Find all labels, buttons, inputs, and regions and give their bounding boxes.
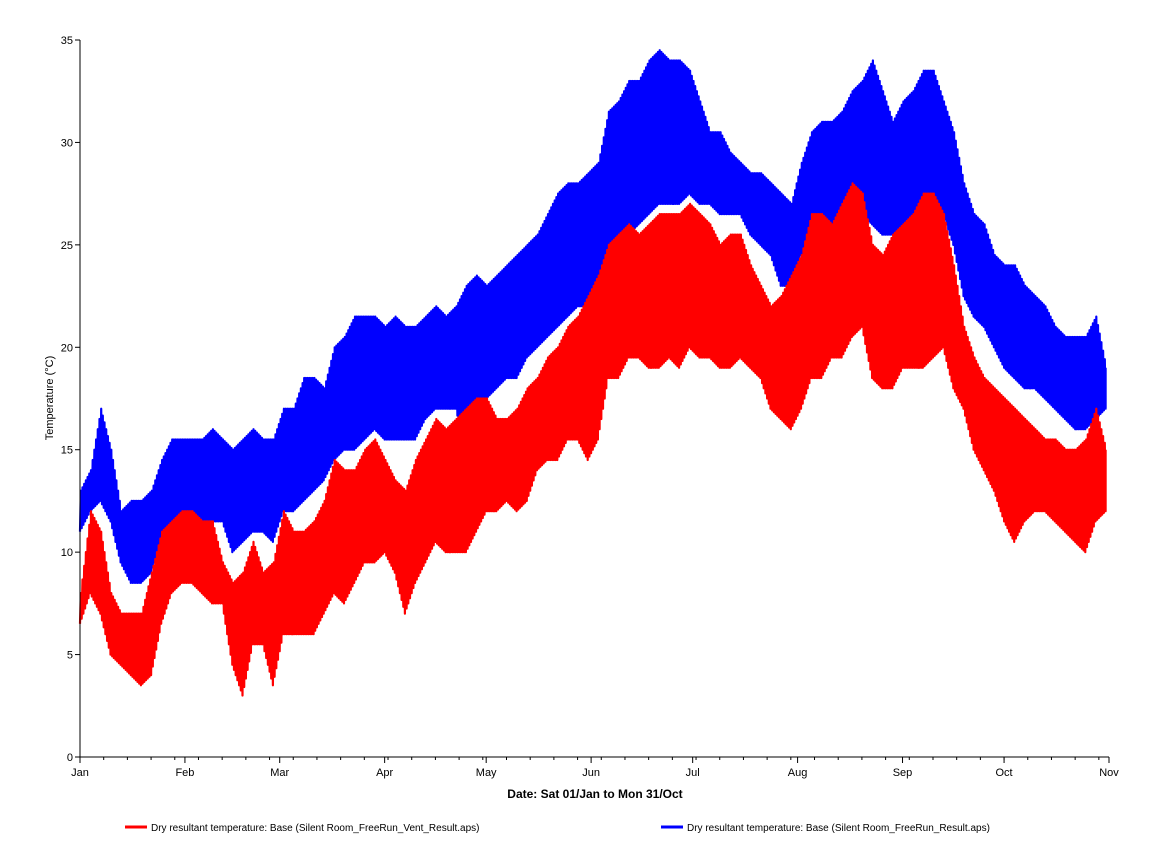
x-axis-title: Date: Sat 01/Jan to Mon 31/Oct xyxy=(507,787,682,801)
series-line-freerun xyxy=(78,49,1107,585)
x-tick-label: Jul xyxy=(686,767,700,779)
x-tick-label: Jan xyxy=(71,767,89,779)
y-tick-label: 20 xyxy=(61,342,73,354)
x-tick-label: Nov xyxy=(1099,767,1119,779)
x-tick-label: Sep xyxy=(893,767,913,779)
y-tick-label: 30 xyxy=(61,137,73,149)
x-tick-group: Jan Feb Mar Apr May Jun Jul Aug Sep Oct Nov xyxy=(71,757,1119,779)
y-axis-title: Temperature (°C) xyxy=(44,356,56,440)
legend-label-vent: Dry resultant temperature: Base (Silent … xyxy=(151,823,480,834)
legend-item-freerun: Dry resultant temperature: Base (Silent … xyxy=(661,823,990,834)
x-tick-label: Mar xyxy=(270,767,289,779)
series-layer xyxy=(78,49,1107,697)
series-line-vent xyxy=(78,182,1107,697)
x-tick-label: Oct xyxy=(996,767,1013,779)
x-tick-label: Aug xyxy=(788,767,808,779)
x-tick-label: Feb xyxy=(175,767,194,779)
x-tick-label: Jun xyxy=(582,767,600,779)
y-tick-label: 0 xyxy=(67,752,73,764)
x-tick-label: Apr xyxy=(376,767,393,779)
y-tick-label: 15 xyxy=(61,445,73,457)
legend-item-vent: Dry resultant temperature: Base (Silent … xyxy=(125,823,480,834)
axes-layer xyxy=(79,40,1109,758)
y-tick-label: 10 xyxy=(61,547,73,559)
x-tick-label: May xyxy=(476,767,497,779)
y-tick-group: 0 5 10 15 20 25 30 35 xyxy=(61,35,80,764)
legend-label-freerun: Dry resultant temperature: Base (Silent … xyxy=(687,823,990,834)
y-tick-label: 35 xyxy=(61,35,73,47)
legend: Dry resultant temperature: Base (Silent … xyxy=(125,823,990,834)
y-tick-label: 5 xyxy=(67,650,73,662)
y-tick-label: 25 xyxy=(61,240,73,252)
